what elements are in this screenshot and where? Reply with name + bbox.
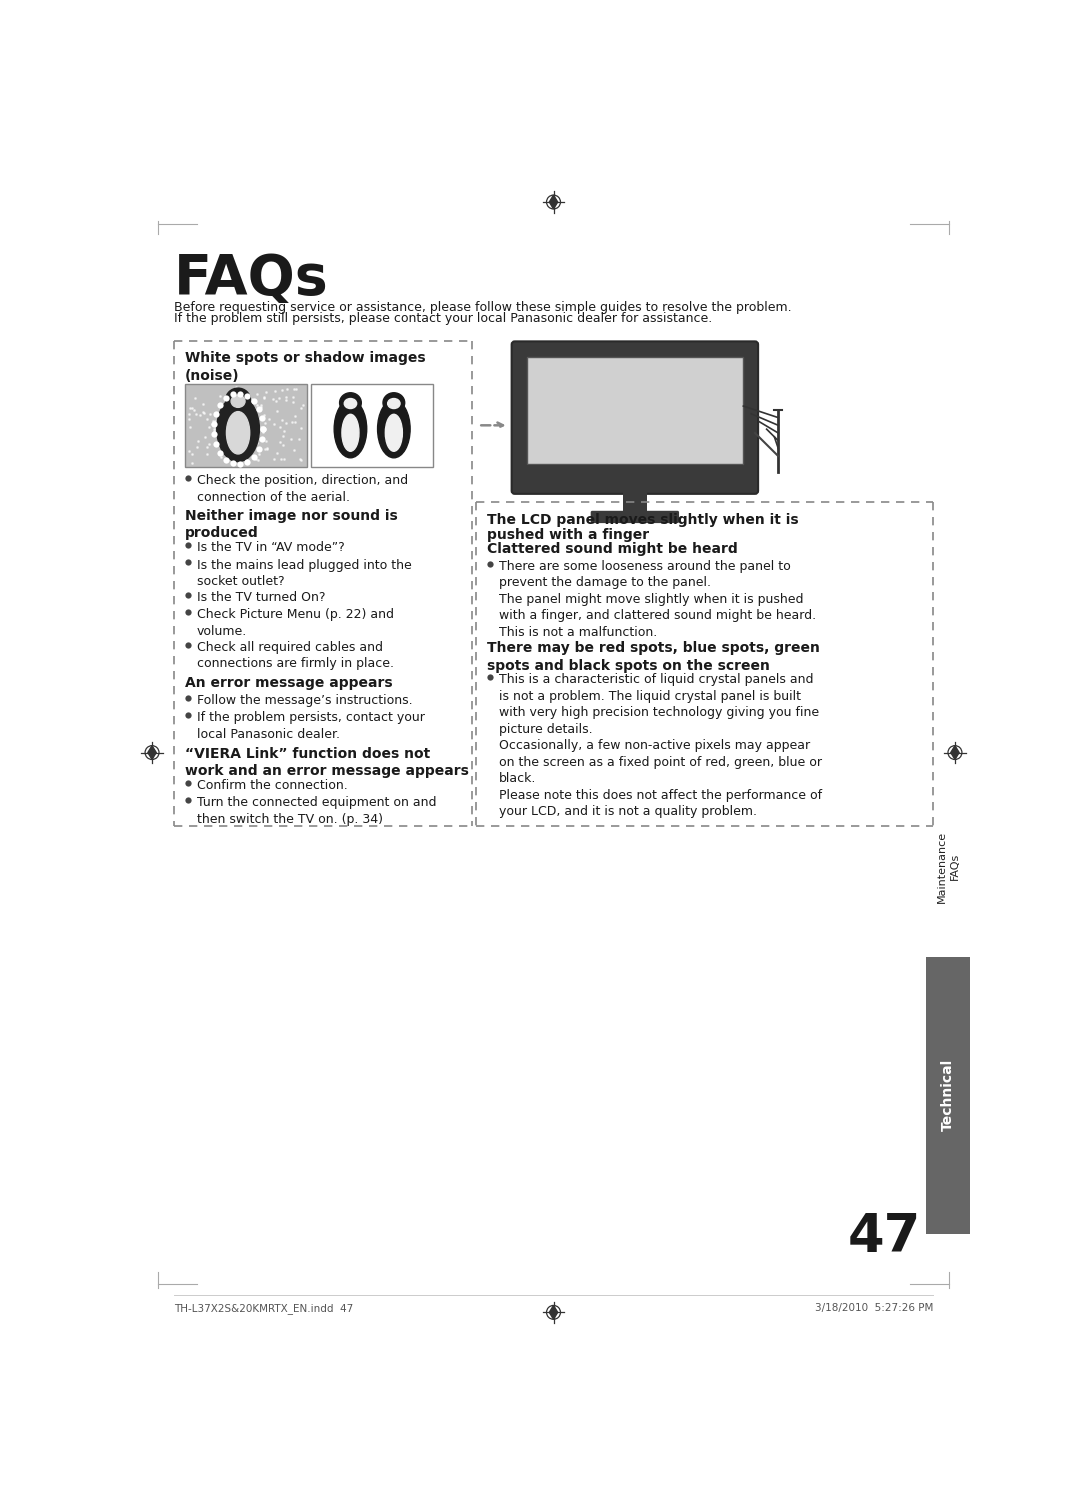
- Text: “VIERA Link” function does not
work and an error message appears: “VIERA Link” function does not work and …: [185, 747, 469, 778]
- Ellipse shape: [227, 412, 249, 453]
- Ellipse shape: [217, 397, 259, 462]
- Text: 3/18/2010  5:27:26 PM: 3/18/2010 5:27:26 PM: [815, 1303, 933, 1314]
- Ellipse shape: [339, 392, 362, 413]
- Text: 47: 47: [848, 1211, 921, 1263]
- Text: If the problem still persists, please contact your local Panasonic dealer for as: If the problem still persists, please co…: [174, 312, 712, 325]
- Ellipse shape: [226, 388, 251, 412]
- Ellipse shape: [345, 398, 356, 409]
- Text: Check Picture Menu (p. 22) and
volume.: Check Picture Menu (p. 22) and volume.: [197, 608, 394, 638]
- Text: Is the TV turned On?: Is the TV turned On?: [197, 590, 325, 604]
- Ellipse shape: [334, 400, 367, 458]
- Text: TH-L37X2S&20KMRTX_EN.indd  47: TH-L37X2S&20KMRTX_EN.indd 47: [174, 1303, 353, 1314]
- Ellipse shape: [231, 395, 245, 407]
- Text: Follow the message’s instructions.: Follow the message’s instructions.: [197, 693, 413, 707]
- Text: Is the TV in “AV mode”?: Is the TV in “AV mode”?: [197, 541, 345, 555]
- Ellipse shape: [383, 392, 405, 413]
- Text: Before requesting service or assistance, please follow these simple guides to re: Before requesting service or assistance,…: [174, 301, 792, 313]
- FancyBboxPatch shape: [591, 511, 679, 523]
- Text: Clattered sound might be heard: Clattered sound might be heard: [487, 543, 738, 556]
- Polygon shape: [550, 1306, 557, 1320]
- Text: Technical: Technical: [941, 1059, 955, 1132]
- Ellipse shape: [378, 400, 410, 458]
- Text: FAQs: FAQs: [174, 252, 328, 306]
- Bar: [527, 356, 743, 464]
- Text: This is a characteristic of liquid crystal panels and
is not a problem. The liqu: This is a characteristic of liquid cryst…: [499, 674, 822, 819]
- Ellipse shape: [342, 414, 359, 452]
- Polygon shape: [550, 195, 557, 209]
- Text: Turn the connected equipment on and
then switch the TV on. (p. 34): Turn the connected equipment on and then…: [197, 796, 436, 826]
- Bar: [926, 957, 971, 1235]
- Bar: [527, 465, 743, 474]
- Polygon shape: [148, 746, 157, 759]
- Ellipse shape: [388, 398, 400, 409]
- Text: Confirm the connection.: Confirm the connection.: [197, 780, 348, 792]
- Text: Check the position, direction, and
connection of the aerial.: Check the position, direction, and conne…: [197, 474, 408, 504]
- Ellipse shape: [386, 414, 403, 452]
- Text: If the problem persists, contact your
local Panasonic dealer.: If the problem persists, contact your lo…: [197, 711, 424, 741]
- Text: Check all required cables and
connections are firmly in place.: Check all required cables and connection…: [197, 641, 394, 671]
- Bar: [311, 383, 433, 467]
- Text: The LCD panel moves slightly when it is: The LCD panel moves slightly when it is: [487, 513, 798, 528]
- Text: pushed with a finger: pushed with a finger: [487, 528, 649, 541]
- Text: An error message appears: An error message appears: [185, 677, 392, 690]
- Bar: [623, 491, 647, 513]
- Bar: [527, 356, 743, 464]
- Polygon shape: [950, 746, 959, 759]
- Text: There may be red spots, blue spots, green
spots and black spots on the screen: There may be red spots, blue spots, gree…: [487, 641, 820, 672]
- Text: White spots or shadow images
(noise): White spots or shadow images (noise): [185, 352, 426, 383]
- FancyBboxPatch shape: [512, 341, 758, 494]
- Text: Neither image nor sound is
produced: Neither image nor sound is produced: [185, 508, 397, 540]
- Text: Maintenance
FAQs: Maintenance FAQs: [937, 830, 960, 902]
- Text: There are some looseness around the panel to
prevent the damage to the panel.
Th: There are some looseness around the pane…: [499, 559, 816, 638]
- Text: Is the mains lead plugged into the
socket outlet?: Is the mains lead plugged into the socke…: [197, 559, 411, 587]
- Bar: [185, 383, 307, 467]
